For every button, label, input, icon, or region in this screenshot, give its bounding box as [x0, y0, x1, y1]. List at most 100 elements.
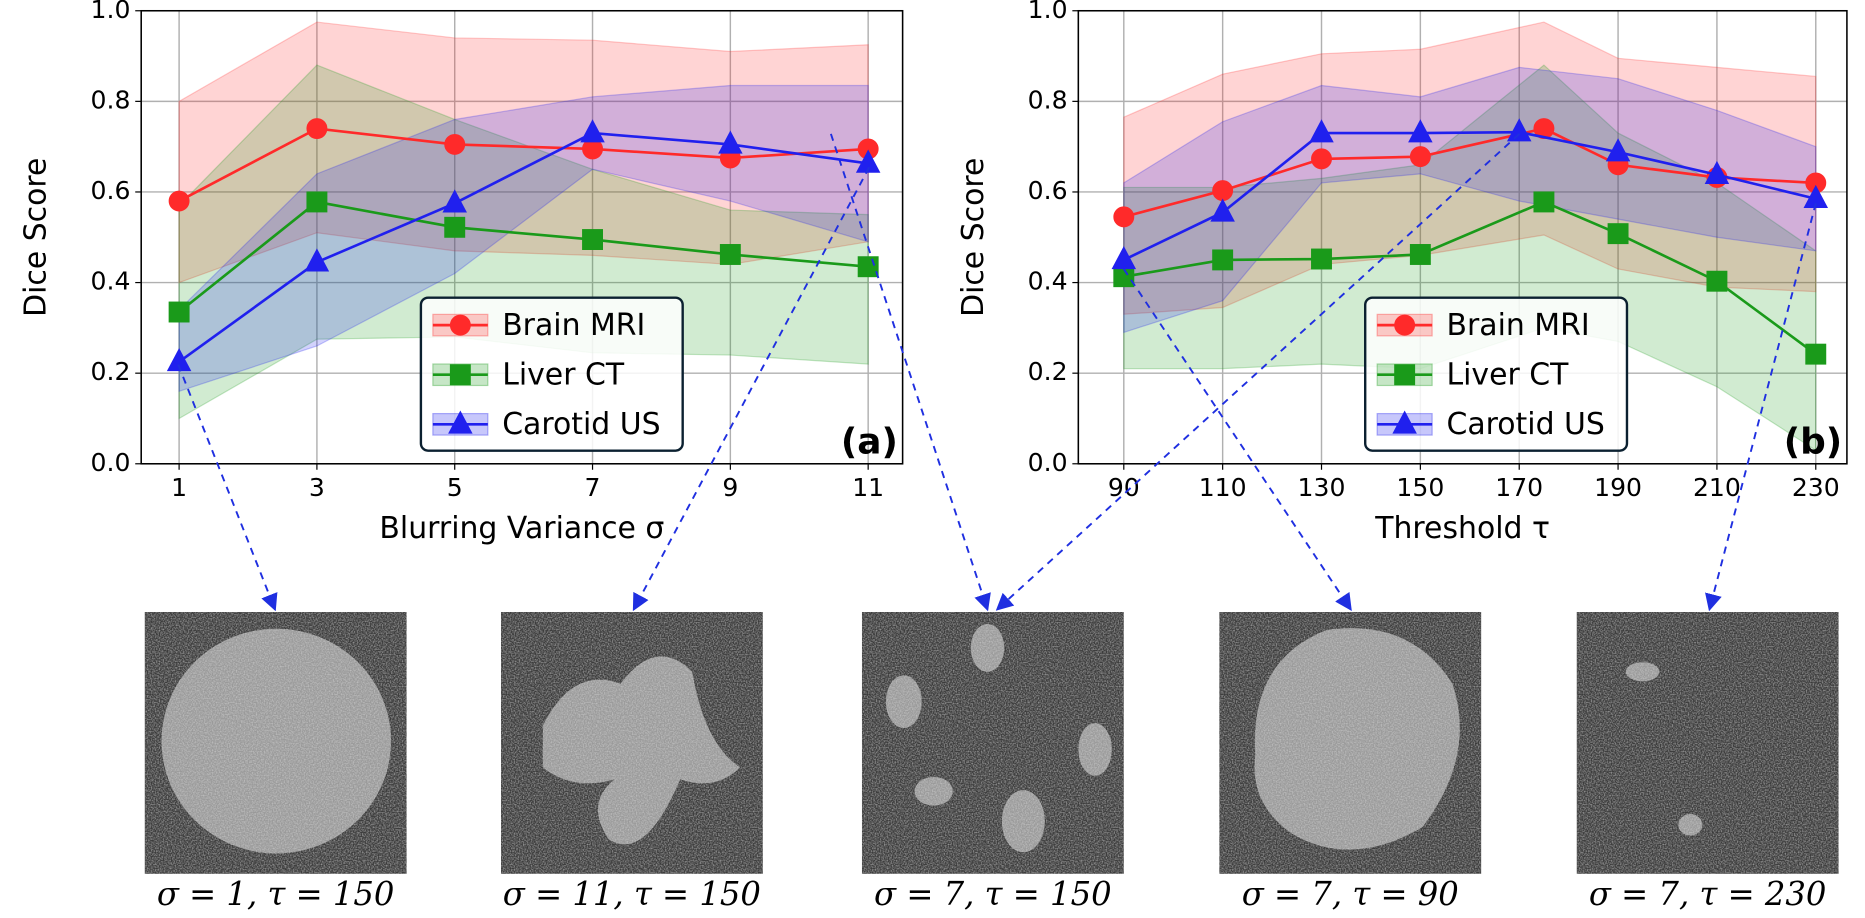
arrow	[1122, 268, 1352, 612]
x-tick-label: 110	[1199, 473, 1247, 502]
legend-label: Carotid US	[1446, 407, 1604, 442]
noise-image	[1219, 612, 1482, 874]
y-tick-label: 0.2	[1028, 357, 1068, 386]
panel-label: (b)	[1784, 421, 1842, 462]
image-noise	[144, 612, 407, 874]
axes-frame	[1077, 9, 1848, 465]
marker	[1311, 148, 1332, 170]
image-caption: σ = 7, τ = 90	[1242, 875, 1459, 913]
marker	[444, 216, 466, 238]
x-tick-label: 11	[852, 473, 884, 502]
x-axis-label: Blurring Variance σ	[379, 511, 664, 546]
marker	[1212, 180, 1234, 202]
image-caption: σ = 7, τ = 150	[874, 875, 1112, 913]
band	[178, 84, 869, 393]
marker	[168, 190, 190, 212]
series-line	[178, 131, 869, 363]
marker	[1409, 146, 1431, 168]
y-tick-label: 0.0	[91, 448, 131, 477]
marker	[1392, 410, 1417, 434]
band	[1123, 66, 1817, 334]
marker	[166, 347, 192, 372]
band	[178, 21, 869, 284]
marker	[1506, 118, 1532, 142]
marker	[1113, 206, 1135, 228]
legend-box	[419, 296, 684, 452]
series-line	[1123, 200, 1817, 356]
marker	[448, 410, 473, 434]
legend-label: Liver CT	[502, 357, 625, 392]
marker	[449, 364, 471, 386]
x-tick-label: 170	[1495, 473, 1543, 502]
y-tick-label: 0.0	[1028, 448, 1068, 477]
x-axis-label: Threshold τ	[1374, 511, 1550, 546]
marker	[1311, 248, 1332, 270]
marker	[857, 256, 879, 278]
marker	[444, 133, 466, 155]
series-line	[1123, 127, 1816, 219]
marker	[1394, 364, 1416, 386]
marker	[168, 301, 190, 323]
y-tick-label: 0.8	[91, 85, 131, 114]
marker	[582, 229, 603, 250]
image-noise	[861, 612, 1124, 874]
y-tick-label: 0.6	[1028, 176, 1068, 205]
series-line	[1123, 130, 1817, 262]
noise-image	[500, 612, 763, 874]
arrow	[1705, 202, 1817, 612]
plots: 0.0 0.2 0.4 0.6 0.8 1.0 1 3 5 7 9 11 Blurring Varian…	[19, 0, 1848, 546]
marker	[306, 191, 328, 213]
panel-label: (a)	[841, 421, 898, 462]
arrow	[632, 166, 870, 612]
x-tick-label: 150	[1396, 473, 1444, 502]
x-tick-label: 90	[1108, 473, 1140, 502]
series-line	[178, 200, 869, 314]
marker	[1394, 314, 1416, 336]
legend-box	[1364, 296, 1629, 452]
x-tick-label: 230	[1792, 473, 1840, 502]
y-tick-label: 0.2	[91, 357, 131, 386]
x-tick-label: 5	[447, 473, 463, 502]
band	[1123, 21, 1817, 315]
marker	[718, 130, 743, 154]
marker	[1533, 191, 1555, 213]
marker	[306, 118, 328, 140]
x-tick-label: 3	[309, 473, 325, 502]
image-caption: σ = 11, τ = 150	[503, 875, 761, 913]
marker	[1408, 119, 1433, 143]
marker	[719, 244, 741, 265]
marker	[1111, 246, 1137, 270]
marker	[442, 189, 467, 213]
x-tick-label: 130	[1298, 473, 1346, 502]
x-tick-label: 1	[171, 473, 187, 502]
legend: Brain MRI Liver CT Carotid US	[1364, 296, 1629, 452]
marker	[1212, 249, 1234, 271]
x-tick-label: 9	[722, 473, 738, 502]
band	[178, 64, 869, 420]
y-axis-label: Dice Score	[956, 158, 991, 317]
image-caption: σ = 1, τ = 150	[157, 875, 395, 913]
series-line	[178, 127, 869, 203]
image-noise	[1219, 612, 1482, 874]
marker	[1409, 244, 1431, 265]
marker	[1309, 119, 1334, 143]
noise-image	[1576, 612, 1839, 874]
legend-label: Brain MRI	[1446, 308, 1589, 343]
legend-label: Liver CT	[1446, 357, 1569, 392]
image-row: σ = 1, τ = 150 σ = 11, τ = 150 σ = 7, τ = …	[144, 612, 1839, 913]
marker	[1704, 160, 1730, 185]
legend-label: Brain MRI	[502, 308, 645, 343]
marker	[1706, 270, 1728, 292]
arrow	[829, 133, 991, 612]
image-noise	[500, 612, 763, 874]
image-caption: σ = 7, τ = 230	[1589, 875, 1827, 913]
marker	[449, 314, 471, 336]
marker	[1210, 198, 1235, 222]
marker	[580, 119, 605, 143]
chart: 0.0 0.2 0.4 0.6 0.8 1.0 1 3 5 7 9 11 Blurring Varian…	[19, 0, 904, 546]
y-tick-label: 0.4	[91, 267, 131, 296]
x-tick-label: 190	[1594, 473, 1642, 502]
x-tick-label: 7	[585, 473, 601, 502]
legend: Brain MRI Liver CT Carotid US	[419, 296, 684, 452]
